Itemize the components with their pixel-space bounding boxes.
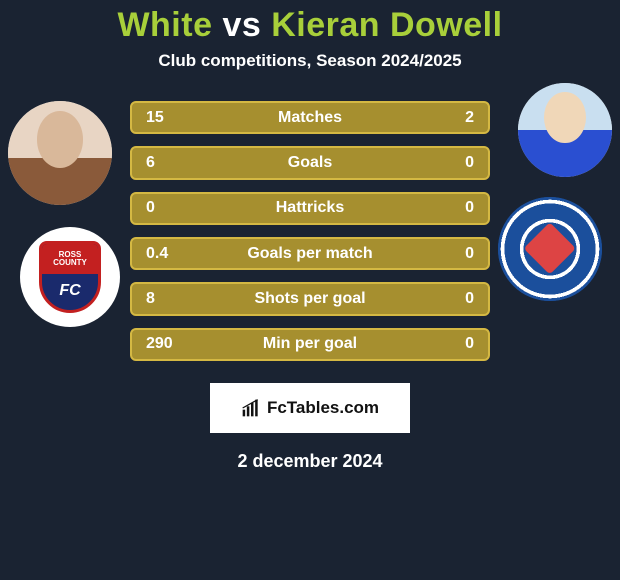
- club-badge-left: ROSS COUNTY FC: [20, 227, 120, 327]
- stat-row: 8 Shots per goal 0: [130, 282, 490, 315]
- stat-label: Hattricks: [186, 199, 434, 217]
- person-icon: [8, 101, 112, 205]
- stat-row: 0 Hattricks 0: [130, 192, 490, 225]
- stat-left-value: 6: [146, 154, 186, 172]
- stat-right-value: 2: [434, 109, 474, 127]
- page-title: White vs Kieran Dowell: [117, 6, 502, 45]
- stat-right-value: 0: [434, 335, 474, 353]
- stat-bars: 15 Matches 2 6 Goals 0 0 Hattricks 0 0.4…: [130, 101, 490, 361]
- stat-left-value: 15: [146, 109, 186, 127]
- stat-left-value: 8: [146, 290, 186, 308]
- stat-left-value: 0: [146, 199, 186, 217]
- stat-label: Matches: [186, 109, 434, 127]
- stat-left-value: 290: [146, 335, 186, 353]
- stat-right-value: 0: [434, 199, 474, 217]
- stat-left-value: 0.4: [146, 245, 186, 263]
- club-name-bot: COUNTY: [53, 258, 87, 267]
- stat-row: 15 Matches 2: [130, 101, 490, 134]
- brand-text: FcTables.com: [267, 398, 379, 418]
- stats-area: ROSS COUNTY FC 15 Matches 2 6 Goals 0: [0, 101, 620, 361]
- stat-row: 0.4 Goals per match 0: [130, 237, 490, 270]
- subtitle: Club competitions, Season 2024/2025: [158, 51, 461, 71]
- stat-row: 290 Min per goal 0: [130, 328, 490, 361]
- crest-icon: [498, 197, 602, 301]
- brand-box: FcTables.com: [210, 383, 410, 433]
- person-icon: [518, 83, 612, 177]
- avatar-player-left: [8, 101, 112, 205]
- title-vs: vs: [222, 6, 261, 44]
- stat-right-value: 0: [434, 245, 474, 263]
- shield-icon: ROSS COUNTY FC: [39, 241, 101, 313]
- stat-row: 6 Goals 0: [130, 146, 490, 179]
- club-fc: FC: [59, 282, 80, 300]
- stat-right-value: 0: [434, 290, 474, 308]
- club-name-line1: ROSS COUNTY: [53, 251, 87, 267]
- title-player2: Kieran Dowell: [271, 6, 502, 44]
- infographic-root: White vs Kieran Dowell Club competitions…: [0, 0, 620, 580]
- title-player1: White: [117, 6, 212, 44]
- stat-label: Goals per match: [186, 245, 434, 263]
- avatar-player-right: [518, 83, 612, 177]
- stat-label: Shots per goal: [186, 290, 434, 308]
- club-badge-right: [498, 197, 602, 301]
- date: 2 december 2024: [237, 451, 382, 472]
- stat-right-value: 0: [434, 154, 474, 172]
- stat-label: Min per goal: [186, 335, 434, 353]
- bar-chart-icon: [241, 398, 261, 418]
- stat-label: Goals: [186, 154, 434, 172]
- club-name-band: ROSS COUNTY: [42, 244, 98, 274]
